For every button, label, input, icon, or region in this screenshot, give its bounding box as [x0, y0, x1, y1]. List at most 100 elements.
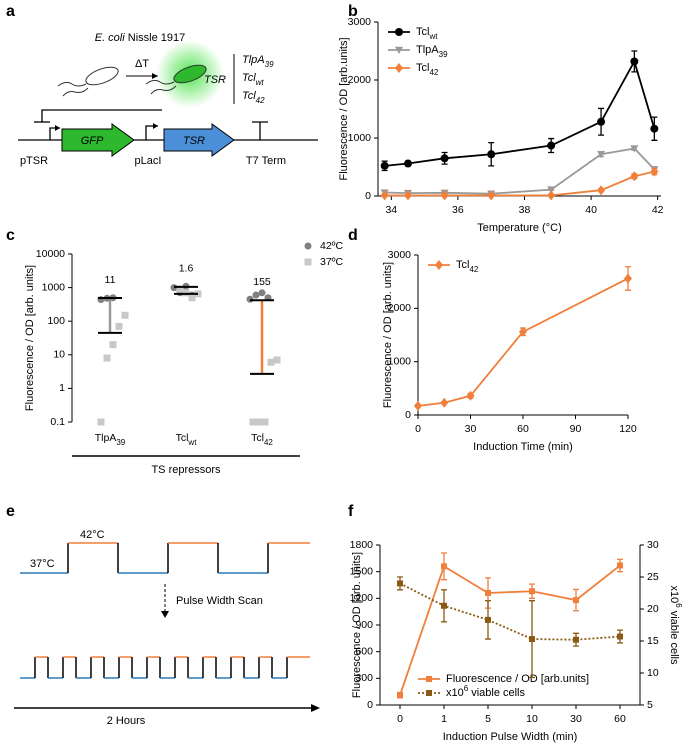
- y-tick-label: 10000: [36, 248, 65, 260]
- x-tick-label: 42: [652, 204, 664, 216]
- marker: [519, 326, 527, 337]
- marker: [573, 597, 579, 604]
- y-tick-label: 1000: [348, 132, 372, 144]
- y-axis-label: Fluorescence / OD [arb. units]: [351, 552, 363, 698]
- series-line: [384, 147, 655, 195]
- marker: [121, 311, 129, 319]
- bacterium-on: [145, 64, 207, 95]
- x-axis-label: Induction Time (min): [473, 441, 573, 453]
- variant: Tclwt: [242, 72, 264, 87]
- marker: [466, 390, 475, 401]
- variant-name: Tcl: [242, 72, 256, 84]
- panel-label: d: [348, 227, 358, 244]
- promoter-label: pLacI: [135, 155, 162, 167]
- marker: [109, 341, 117, 349]
- marker: [414, 400, 422, 411]
- variant: TlpA39: [242, 54, 274, 69]
- flagellum: [62, 87, 89, 97]
- duration: 2 Hours: [107, 715, 146, 727]
- legend-label-part: Tcl: [456, 259, 469, 271]
- cell: [85, 66, 119, 86]
- legend-label-part: 42: [429, 68, 438, 77]
- panel-label: f: [348, 503, 354, 520]
- cell: [173, 64, 207, 84]
- marker: [441, 563, 447, 570]
- flagellum: [145, 79, 175, 85]
- x-tick-label: Tcl42: [251, 432, 273, 447]
- marker: [273, 356, 281, 364]
- y-tick-label: 1200: [350, 592, 374, 604]
- y-tick-label: 1000: [42, 281, 66, 293]
- x-tick-label: 120: [619, 423, 637, 435]
- series-line: [399, 564, 621, 696]
- variant-name: TlpA: [242, 54, 265, 66]
- series-line: [384, 170, 655, 197]
- low-temp: 37°C: [30, 558, 55, 570]
- ratio-label: 155: [253, 276, 271, 288]
- organism: E. coli Nissle 1917: [95, 32, 186, 44]
- marker: [485, 616, 491, 623]
- y-tick-label: 30: [647, 539, 659, 551]
- y-tick-label: 15: [647, 635, 659, 647]
- legend-label: Tcl42: [456, 259, 479, 274]
- legend-label: x106 viable cells: [446, 684, 526, 699]
- x-tick-label: TlpA39: [95, 432, 126, 447]
- y-tick-label: 1500: [350, 565, 374, 577]
- y-tick-label: 5: [647, 699, 653, 711]
- marker: [529, 636, 535, 643]
- marker: [380, 161, 389, 170]
- scan-arrow-head: [161, 611, 169, 618]
- marker: [487, 190, 496, 201]
- x-axis-label: TS repressors: [151, 464, 221, 476]
- y2-axis-label-part: x10: [668, 585, 680, 603]
- legend-label-part: TlpA: [416, 44, 439, 56]
- y-tick-label: 1000: [388, 355, 412, 367]
- variant-sub: wt: [256, 78, 265, 87]
- x-tick-label: 0: [397, 713, 403, 725]
- marker: [485, 590, 491, 596]
- x-tick-label-part: wt: [187, 438, 197, 447]
- y-tick-label: 1: [59, 382, 65, 394]
- legend-marker: [395, 46, 403, 54]
- marker: [182, 289, 190, 297]
- marker: [597, 185, 606, 196]
- marker: [650, 166, 659, 177]
- variant-name: Tcl: [242, 90, 256, 102]
- marker: [547, 141, 556, 150]
- marker: [617, 562, 623, 569]
- marker: [403, 190, 412, 201]
- x-tick-label: 60: [614, 713, 626, 725]
- x-tick-label: 0: [415, 423, 421, 435]
- legend-label-part: Fluorescence / OD [arb.units]: [446, 673, 589, 685]
- x-tick-label-part: TlpA: [95, 432, 117, 444]
- marker: [246, 295, 254, 303]
- y-tick-label: 2000: [388, 302, 412, 314]
- organism-species: E. coli: [95, 32, 126, 44]
- marker: [261, 418, 269, 426]
- marker: [529, 588, 535, 595]
- marker: [249, 418, 257, 426]
- marker: [624, 273, 632, 284]
- delta-t: ΔT: [135, 58, 149, 70]
- legend-label: Fluorescence / OD [arb.units]: [446, 673, 589, 685]
- y-tick-label: 0.1: [50, 416, 65, 428]
- legend-marker: [395, 28, 403, 36]
- ratio-label: 11: [105, 274, 116, 286]
- tsr-gene-label: TSR: [183, 135, 205, 147]
- variant-sub: 42: [256, 96, 265, 105]
- legend-label-part: Tcl: [416, 26, 429, 38]
- y2-axis-label: x106 viable cells: [668, 585, 683, 665]
- gfp-gene: [61, 123, 135, 157]
- x-tick-label: 40: [585, 204, 597, 216]
- x-tick-label: 30: [465, 423, 477, 435]
- marker: [255, 418, 263, 426]
- x-tick-label-part: 42: [264, 438, 273, 447]
- x-tick-label: 5: [485, 713, 491, 725]
- marker: [115, 322, 123, 330]
- marker: [617, 633, 623, 640]
- legend-label: 37ºC: [320, 256, 344, 268]
- legend-label-part: 39: [439, 50, 448, 59]
